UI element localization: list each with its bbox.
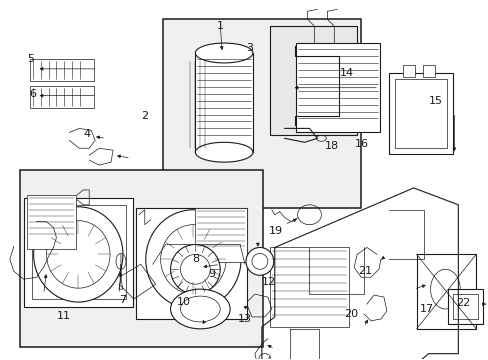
Text: 14: 14	[339, 68, 353, 78]
Text: 12: 12	[261, 277, 275, 287]
Bar	[30, 86, 94, 108]
Bar	[195, 53, 252, 152]
Text: 22: 22	[455, 298, 469, 308]
Text: 17: 17	[419, 303, 433, 314]
Text: 16: 16	[354, 139, 368, 149]
Ellipse shape	[170, 244, 220, 294]
Ellipse shape	[245, 247, 273, 275]
Bar	[163, 19, 360, 208]
Bar	[295, 43, 379, 132]
Bar	[269, 26, 356, 135]
Text: 5: 5	[27, 54, 35, 64]
Text: 11: 11	[57, 311, 71, 321]
Text: 18: 18	[324, 141, 338, 151]
Bar	[32, 205, 126, 299]
Bar	[394, 79, 447, 148]
Bar	[136, 208, 246, 319]
Ellipse shape	[195, 43, 252, 63]
Text: 3: 3	[245, 43, 252, 53]
Ellipse shape	[170, 289, 230, 329]
Bar	[24, 198, 133, 307]
Text: 7: 7	[119, 295, 125, 305]
Text: 8: 8	[192, 253, 199, 264]
Bar	[269, 247, 348, 327]
Bar	[388, 73, 452, 154]
Bar	[27, 195, 76, 249]
Text: 21: 21	[357, 266, 371, 276]
Bar	[452, 294, 477, 319]
Text: 9: 9	[207, 269, 215, 279]
Text: 15: 15	[428, 96, 442, 107]
Text: 19: 19	[268, 226, 283, 236]
Ellipse shape	[34, 207, 122, 302]
Text: 10: 10	[177, 297, 190, 307]
Bar	[195, 208, 246, 262]
Bar	[30, 59, 94, 81]
Text: 2: 2	[141, 111, 148, 121]
Bar	[416, 255, 475, 329]
Bar	[447, 289, 482, 324]
Bar	[422, 65, 434, 77]
Ellipse shape	[145, 210, 241, 309]
Text: 6: 6	[29, 89, 36, 99]
Text: 4: 4	[83, 129, 90, 139]
Ellipse shape	[195, 142, 252, 162]
Text: 13: 13	[237, 314, 251, 324]
Bar	[402, 65, 414, 77]
Bar	[20, 170, 263, 347]
Text: 20: 20	[344, 309, 358, 319]
Text: 1: 1	[216, 21, 224, 31]
